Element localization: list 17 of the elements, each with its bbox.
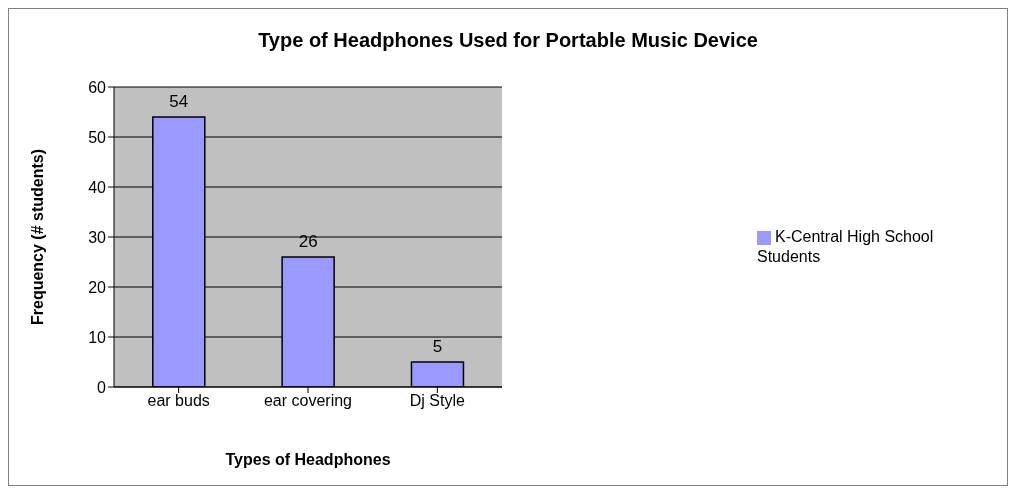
y-tick-label: 40	[88, 178, 107, 196]
x-tick-label: ear buds	[147, 392, 210, 410]
legend-label: K-Central High School Students	[757, 228, 934, 265]
x-axis-title: Types of Headphones	[225, 451, 391, 468]
y-tick-label: 60	[88, 78, 107, 96]
data-label: 54	[169, 92, 189, 111]
y-tick-label: 10	[88, 328, 107, 346]
y-tick-label: 50	[88, 128, 107, 146]
chart-title: Type of Headphones Used for Portable Music Device	[257, 29, 759, 52]
y-tick-label: 20	[88, 278, 107, 296]
y-axis-title: Frequency (# students)	[28, 148, 46, 326]
data-label: 5	[432, 337, 443, 356]
y-tick-label: 30	[88, 228, 107, 246]
y-tick-label: 0	[97, 378, 107, 396]
x-tick-label: Dj Style	[409, 392, 465, 410]
data-label: 26	[298, 232, 318, 251]
x-tick-label: ear covering	[263, 392, 353, 410]
